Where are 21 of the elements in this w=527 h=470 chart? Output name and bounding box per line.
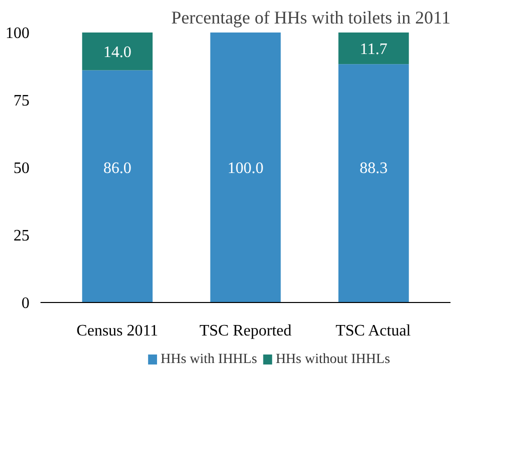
chart-title: Percentage of HHs with toilets in 2011 bbox=[171, 8, 450, 28]
bar bbox=[210, 32, 281, 302]
legend-label: HHs without IHHLs bbox=[276, 352, 390, 367]
y-tick-label: 50 bbox=[14, 160, 30, 177]
y-tick-label: 75 bbox=[14, 92, 30, 110]
data-label: 88.3 bbox=[360, 160, 388, 177]
y-tick-label: 0 bbox=[22, 295, 30, 312]
y-tick-label: 100 bbox=[6, 25, 30, 42]
x-tick-label: TSC Reported bbox=[200, 322, 292, 340]
legend-label: HHs with IHHLs bbox=[160, 352, 258, 367]
x-tick-label: Census 2011 bbox=[76, 322, 158, 340]
x-tick-label: TSC Actual bbox=[336, 322, 412, 340]
data-label: 11.7 bbox=[360, 40, 388, 58]
bar bbox=[82, 70, 153, 302]
data-label: 86.0 bbox=[103, 160, 132, 177]
data-label: 100.0 bbox=[228, 160, 264, 177]
y-tick-label: 25 bbox=[14, 228, 30, 244]
bar bbox=[338, 32, 409, 64]
bar bbox=[82, 32, 153, 70]
data-label: 14.0 bbox=[103, 44, 132, 61]
bar bbox=[338, 64, 409, 302]
